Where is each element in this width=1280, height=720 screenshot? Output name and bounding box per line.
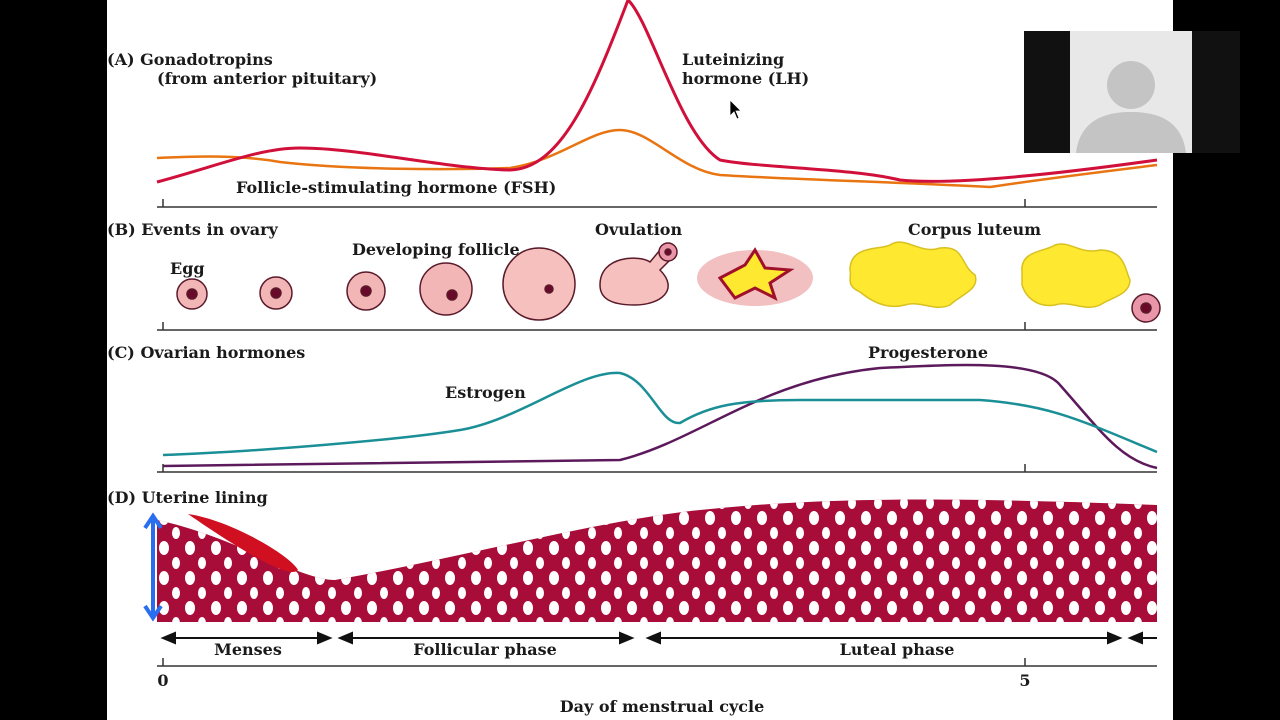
panel-label: (A) Gonadotropins [107, 50, 273, 69]
avatar-head [1107, 61, 1155, 109]
curve-label: Progesterone [868, 343, 988, 362]
annotation-arrow [143, 512, 163, 622]
panel-label: (C) Ovarian hormones [107, 343, 305, 362]
curve-label: Estrogen [445, 383, 526, 402]
estrogen-curve [162, 371, 1158, 457]
ticks: 0510152025 [157, 199, 1031, 690]
lh-curve [156, 0, 1158, 184]
curve-label: Follicle-stimulating hormone (FSH) [236, 178, 556, 197]
stage-label: Corpus luteum [908, 220, 1041, 239]
curve-label: Luteinizing [682, 50, 784, 69]
cursor [729, 99, 742, 120]
tick-label: 5 [1019, 671, 1030, 690]
stage-label: Egg [170, 259, 205, 278]
fsh-curve [156, 128, 1158, 189]
tick-label: 0 [157, 671, 168, 690]
stage-label: Developing follicle [352, 240, 520, 259]
phase-label: Luteal phase [840, 640, 955, 659]
lining-texture [157, 499, 1157, 622]
phase-label: Follicular phase [413, 640, 557, 659]
panel-label: (B) Events in ovary [107, 220, 279, 239]
curve-label: hormone (LH) [682, 69, 809, 88]
panel-label: (D) Uterine lining [107, 488, 268, 507]
avatar-body [1076, 112, 1186, 153]
phase-arrows [160, 631, 1157, 645]
axis-label: Day of menstrual cycle [560, 697, 765, 716]
annotation-stroke [188, 514, 298, 572]
phase-label: Menses [214, 640, 282, 659]
stage-label: Ovulation [595, 220, 682, 239]
follicles [176, 241, 1161, 323]
panel-sublabel: (from anterior pituitary) [157, 69, 377, 88]
progesterone-curve [162, 363, 1158, 470]
